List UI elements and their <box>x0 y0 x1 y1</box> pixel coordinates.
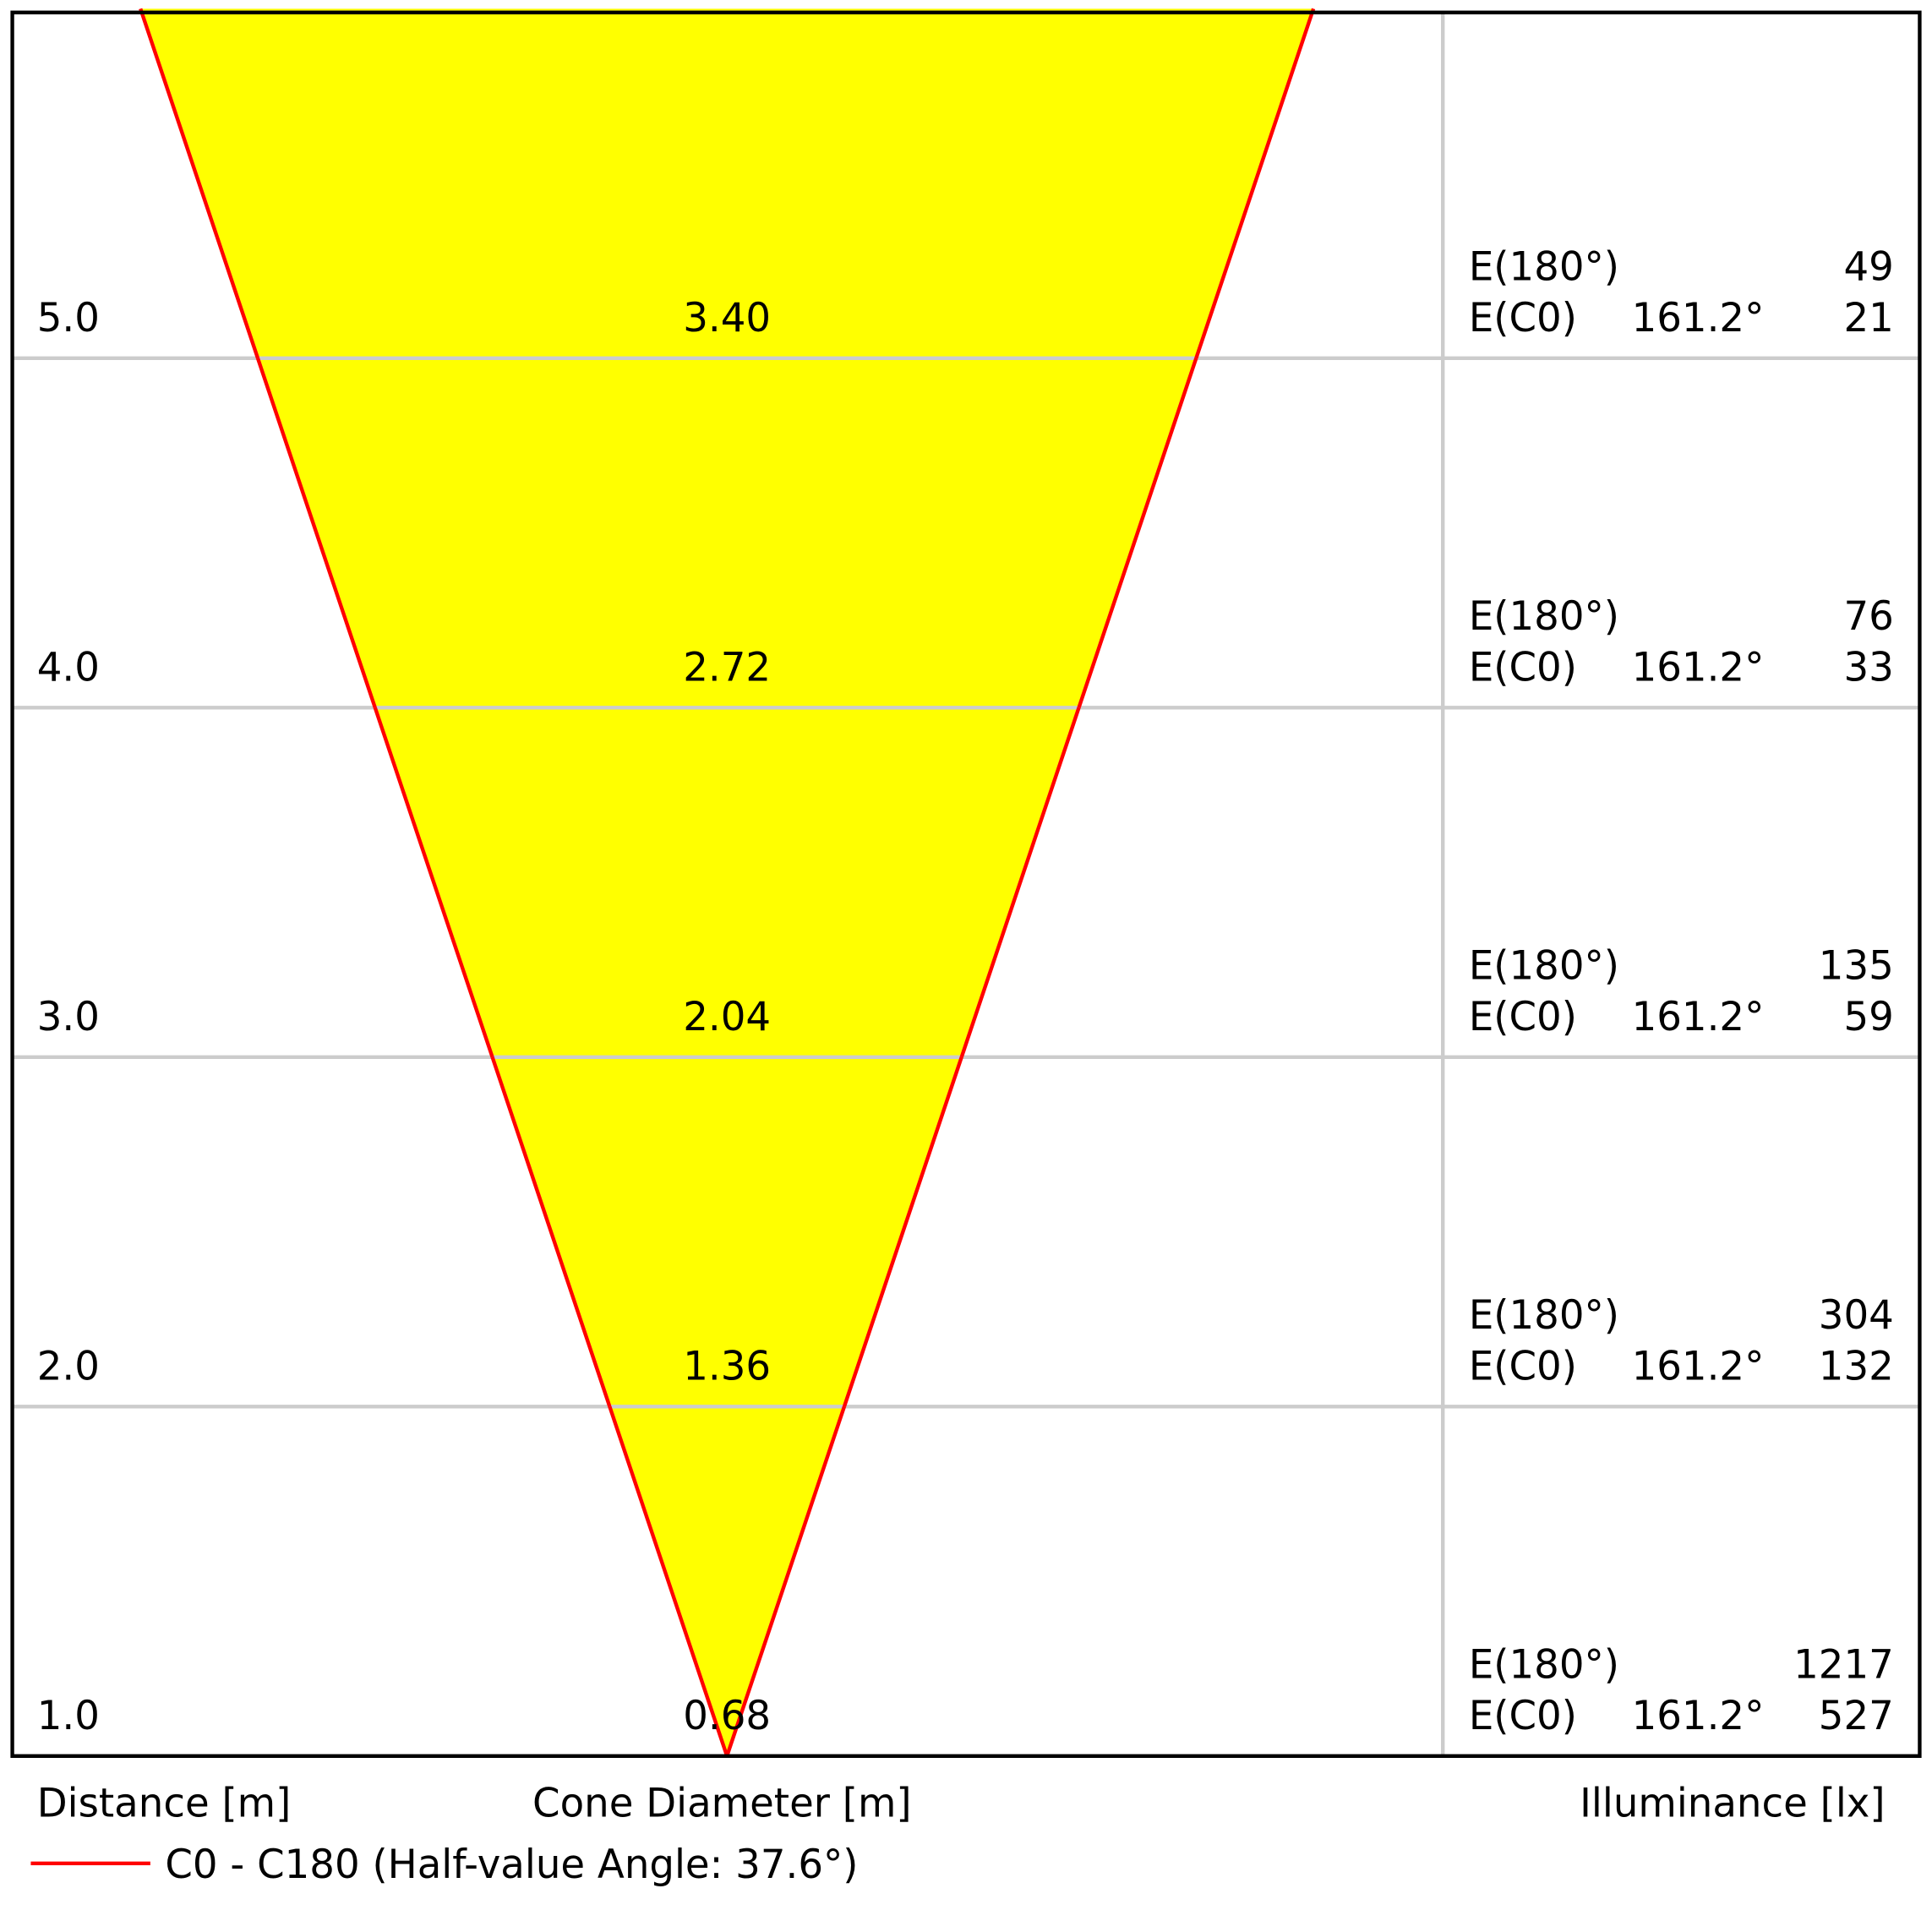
legend-label: C0 - C180 (Half-value Angle: 37.6°) <box>165 1842 858 1888</box>
ec0-value: 33 <box>1843 644 1893 690</box>
cone-edge <box>1077 357 1198 709</box>
frame <box>10 10 1922 1758</box>
ec0-label: E(C0) <box>1469 1693 1577 1739</box>
diameter-label: 2.72 <box>683 644 771 690</box>
ec0-angle: 161.2° <box>1632 295 1765 341</box>
distance-label: 1.0 <box>37 1693 100 1739</box>
cone-edge <box>255 357 377 709</box>
e180-value: 304 <box>1819 1292 1894 1339</box>
cone-edge <box>842 1056 963 1408</box>
ec0-angle: 161.2° <box>1632 644 1765 690</box>
ec0-value: 21 <box>1843 295 1893 341</box>
ec0-angle: 161.2° <box>1632 994 1765 1040</box>
diameter-label: 2.04 <box>683 994 771 1040</box>
distance-label: 5.0 <box>37 295 100 341</box>
e180-value: 76 <box>1843 593 1893 640</box>
ec0-value: 527 <box>1819 1693 1894 1739</box>
e180-label: E(180°) <box>1469 942 1619 989</box>
ec0-label: E(C0) <box>1469 994 1577 1040</box>
e180-label: E(180°) <box>1469 593 1619 640</box>
e180-value: 135 <box>1819 942 1894 989</box>
cone-edge <box>139 8 260 359</box>
e180-label: E(180°) <box>1469 1292 1619 1339</box>
distance-label: 3.0 <box>37 994 100 1040</box>
e180-label: E(180°) <box>1469 1641 1619 1688</box>
e180-label: E(180°) <box>1469 243 1619 290</box>
cone-edge <box>725 1405 847 1757</box>
cone-edge <box>608 1405 729 1757</box>
ec0-label: E(C0) <box>1469 1343 1577 1389</box>
distance-axis-label: Distance [m] <box>37 1780 292 1826</box>
marks <box>12 8 1920 1757</box>
diameter-label: 3.40 <box>683 295 771 341</box>
cone-edge <box>1194 8 1316 359</box>
distance-label: 2.0 <box>37 1343 100 1389</box>
distance-label: 4.0 <box>37 644 100 690</box>
ec0-angle: 161.2° <box>1632 1693 1765 1739</box>
cone-edge <box>490 1056 612 1408</box>
ec0-label: E(C0) <box>1469 644 1577 690</box>
ec0-angle: 161.2° <box>1632 1343 1765 1389</box>
cone-edge <box>373 707 494 1058</box>
e180-value: 49 <box>1843 243 1893 290</box>
cone-edge <box>959 707 1081 1058</box>
diameter-label: 0.68 <box>683 1693 771 1739</box>
diameter-label: 1.36 <box>683 1343 771 1389</box>
cone-fill <box>140 8 1314 1756</box>
ec0-value: 132 <box>1819 1343 1894 1389</box>
e180-value: 1217 <box>1793 1641 1894 1688</box>
ec0-value: 59 <box>1843 994 1893 1040</box>
diameter-axis-label: Cone Diameter [m] <box>532 1780 912 1826</box>
ec0-label: E(C0) <box>1469 295 1577 341</box>
illuminance-axis-label: Illuminance [lx] <box>1580 1780 1885 1826</box>
